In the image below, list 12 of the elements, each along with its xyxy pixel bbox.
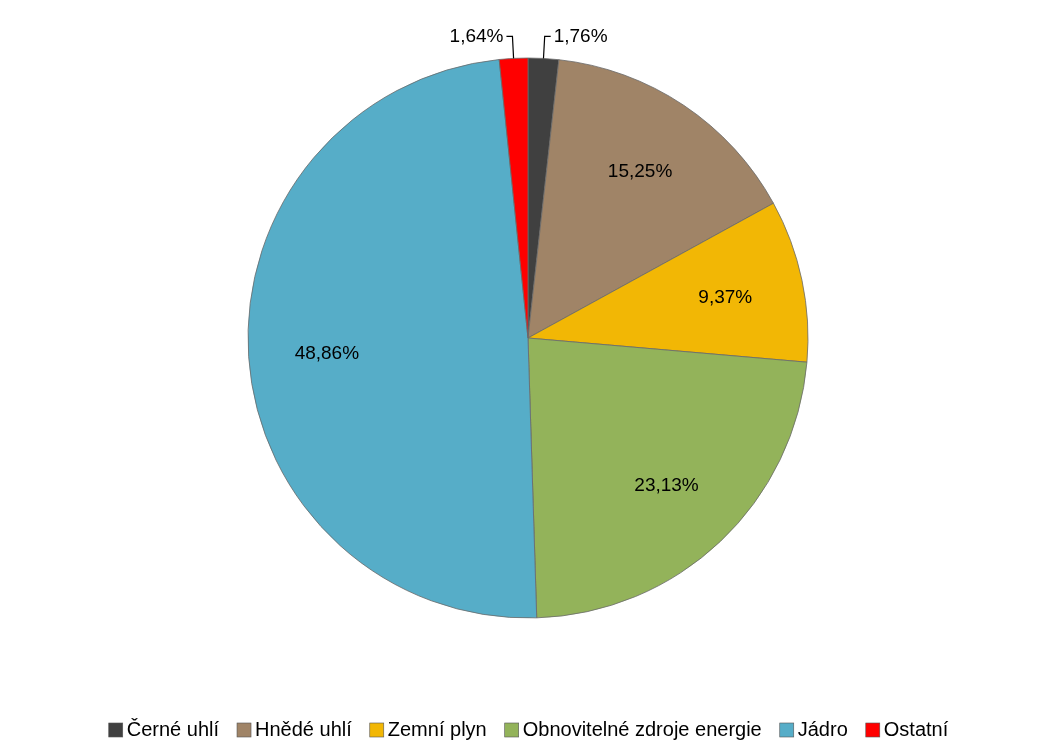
legend-label: Černé uhlí [126, 718, 220, 740]
data-label: 9,37% [698, 286, 753, 308]
data-label: 1,76% [553, 25, 608, 47]
legend-label: Jádro [797, 718, 848, 740]
data-label: 48,86% [294, 341, 360, 363]
data-label: 15,25% [607, 160, 673, 182]
legend-label: Ostatní [883, 718, 949, 740]
legend-label: Zemní plyn [387, 718, 487, 740]
legend-label: Obnovitelné zdroje energie [522, 718, 762, 740]
legend-label: Hnědé uhlí [255, 718, 353, 740]
data-label: 23,13% [634, 474, 699, 496]
data-label: 1,64% [449, 25, 504, 47]
